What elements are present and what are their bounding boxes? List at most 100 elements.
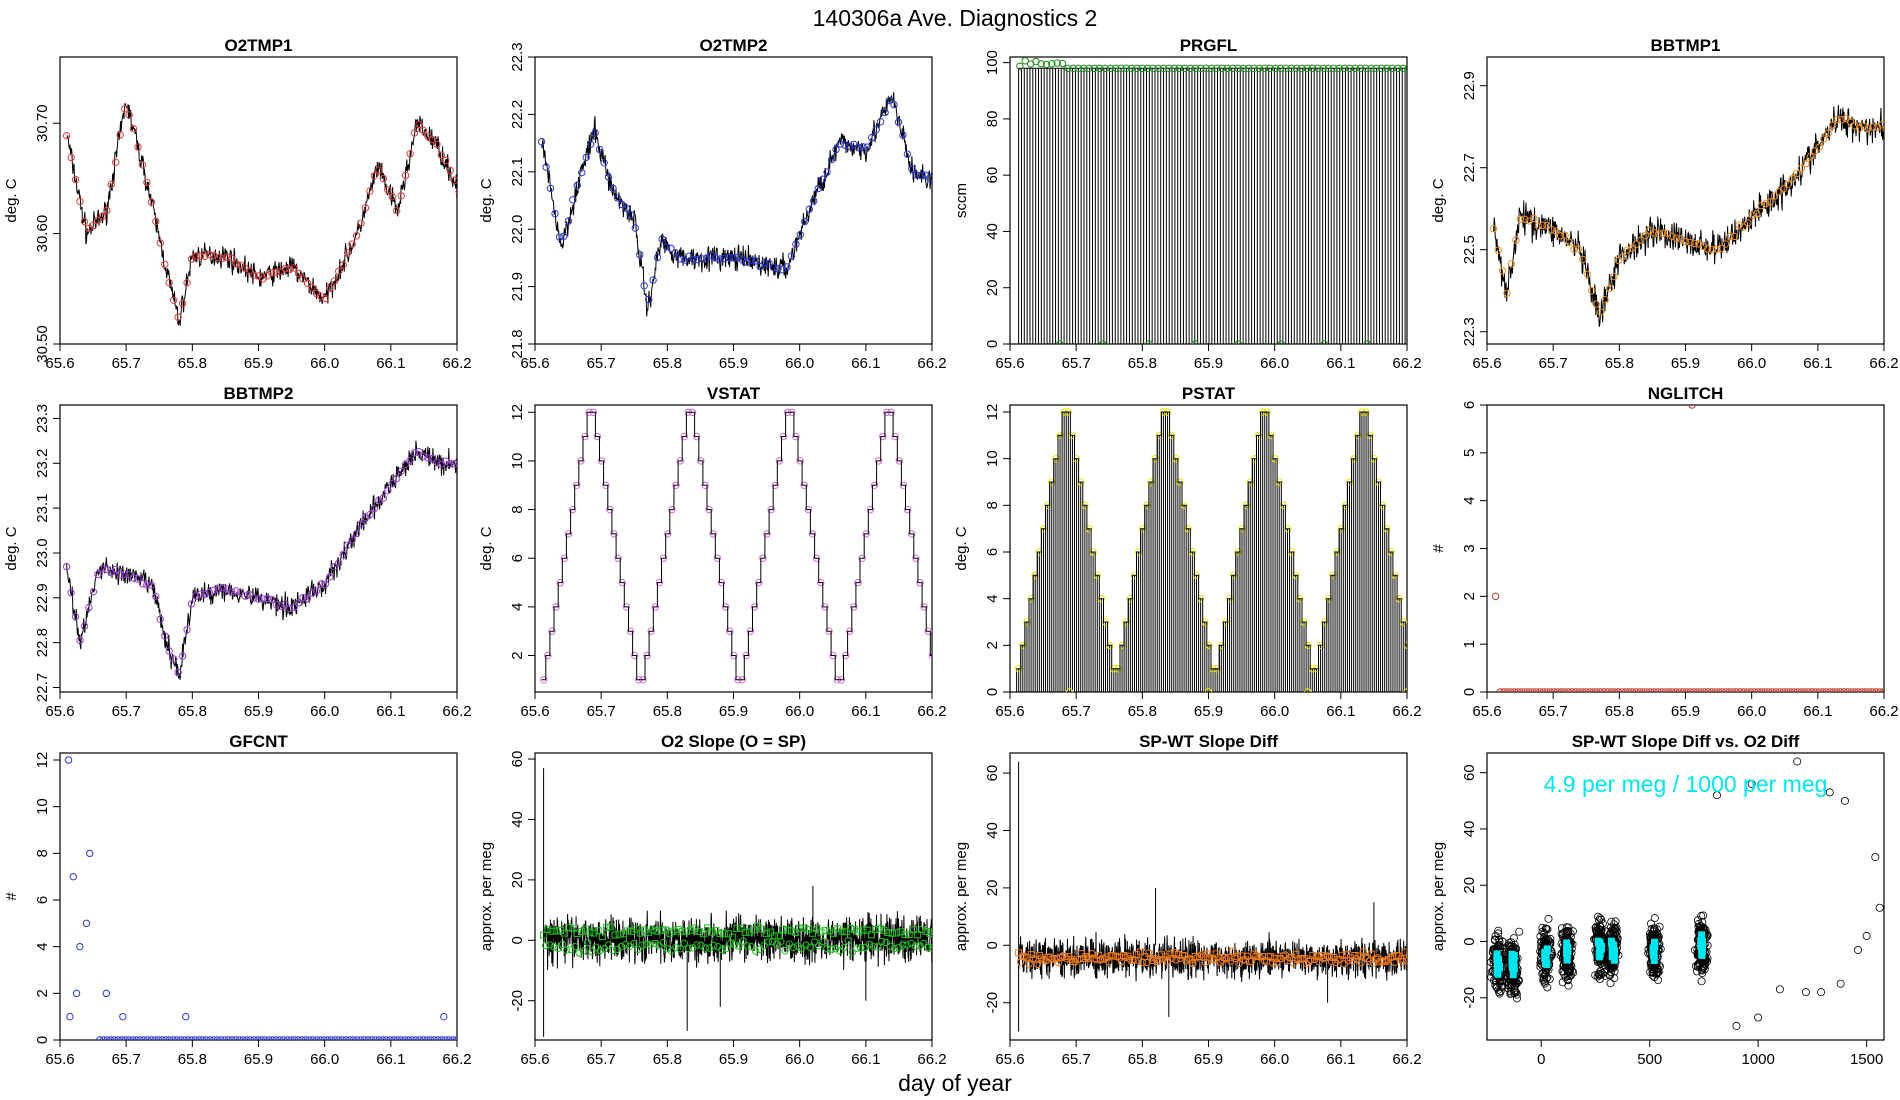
data-point — [1324, 64, 1333, 73]
data-point — [1836, 979, 1845, 988]
data-point — [72, 989, 81, 998]
data-point — [320, 1036, 328, 1040]
data-point — [1250, 64, 1258, 73]
y-axis-label: deg. C — [478, 178, 495, 222]
data-point — [1204, 688, 1213, 692]
data-point — [588, 947, 596, 956]
y-tick-label: 100 — [984, 50, 1001, 75]
data-point — [1101, 64, 1109, 73]
data-point — [568, 505, 577, 514]
data-point — [1408, 666, 1414, 672]
y-tick-label: 40 — [984, 822, 1001, 839]
data-point — [1786, 688, 1794, 692]
data-point — [636, 250, 644, 259]
data-point — [147, 198, 156, 206]
data-point — [1089, 548, 1097, 556]
data-point — [672, 481, 680, 489]
data-point — [343, 249, 352, 257]
y-tick-label: 21.9 — [509, 272, 526, 301]
data-point — [1557, 688, 1565, 692]
data-point — [232, 260, 240, 268]
data-point — [1534, 222, 1542, 230]
data-point — [134, 575, 142, 583]
data-point — [936, 929, 942, 935]
data-point — [810, 938, 819, 946]
data-point — [1860, 122, 1868, 130]
data-point — [844, 937, 852, 945]
data-point — [903, 941, 911, 949]
data-point — [272, 601, 280, 609]
data-point — [442, 457, 450, 465]
data-point — [1359, 948, 1367, 956]
y-tick-label: 0 — [509, 936, 526, 944]
data-point — [762, 930, 770, 938]
data-point — [1490, 935, 1499, 944]
data-point — [1503, 688, 1512, 692]
data-point — [397, 467, 405, 475]
data-series-line — [541, 411, 932, 681]
data-point — [1363, 340, 1371, 344]
x-tick-label: 65.8 — [1128, 1051, 1157, 1068]
data-point — [143, 1036, 152, 1040]
data-point — [583, 938, 592, 947]
data-point — [1539, 688, 1547, 692]
data-point — [1592, 300, 1600, 308]
data-point — [924, 627, 932, 635]
data-point — [801, 217, 809, 226]
data-point — [880, 926, 888, 934]
data-point — [1184, 525, 1192, 533]
data-point — [210, 586, 218, 594]
data-point — [379, 1036, 387, 1040]
data-point — [1296, 595, 1304, 603]
data-point — [642, 940, 651, 948]
data-point — [890, 100, 898, 109]
x-tick-label: 65.8 — [1605, 355, 1634, 372]
data-point — [1643, 688, 1651, 692]
data-point — [916, 578, 924, 587]
panel-title: PRGFL — [1180, 36, 1238, 55]
panel-bbtmp2: BBTMP2 deg. C 65.6 65.7 65.8 65.9 66.0 66.1 66.2… — [3, 384, 472, 720]
data-point — [721, 603, 730, 611]
data-point — [831, 945, 840, 953]
data-point — [1739, 223, 1748, 231]
data-point — [143, 178, 151, 187]
data-point — [261, 1036, 269, 1040]
data-point — [1052, 455, 1060, 463]
data-point — [1134, 956, 1143, 964]
x-tick-label: 1500 — [1850, 1051, 1883, 1068]
data-point — [125, 111, 133, 119]
y-axis-label: approx. per meg — [478, 842, 495, 951]
data-point — [1697, 965, 1706, 974]
data-point — [1302, 959, 1311, 968]
data-point — [99, 1036, 108, 1040]
data-point — [1743, 688, 1752, 692]
data-point — [548, 627, 556, 635]
data-point — [268, 595, 276, 604]
data-point — [697, 457, 705, 465]
data-point — [1207, 64, 1216, 73]
data-point — [1122, 64, 1131, 73]
data-point — [602, 481, 610, 489]
data-point — [290, 264, 298, 272]
data-point — [774, 265, 782, 273]
y-tick-label: 1 — [1461, 640, 1478, 648]
y-tick-label: 0 — [34, 1036, 51, 1044]
data-point — [764, 938, 772, 946]
data-point — [1833, 688, 1841, 692]
x-tick-label: 66.0 — [785, 703, 814, 720]
data-point — [308, 589, 316, 597]
y-tick-label: 22.8 — [34, 628, 51, 657]
data-point — [1191, 64, 1200, 73]
data-point — [1201, 618, 1209, 626]
x-tick-label: 65.9 — [244, 355, 273, 372]
data-point — [370, 504, 379, 513]
plot-area — [537, 92, 932, 317]
data-point — [729, 254, 738, 262]
data-point — [1552, 227, 1560, 236]
data-point — [1804, 688, 1812, 692]
data-point — [777, 937, 785, 946]
y-tick-label: 0 — [1461, 937, 1478, 945]
data-point — [343, 541, 352, 549]
data-point — [158, 1036, 166, 1040]
y-tick-label: 60 — [509, 751, 526, 768]
